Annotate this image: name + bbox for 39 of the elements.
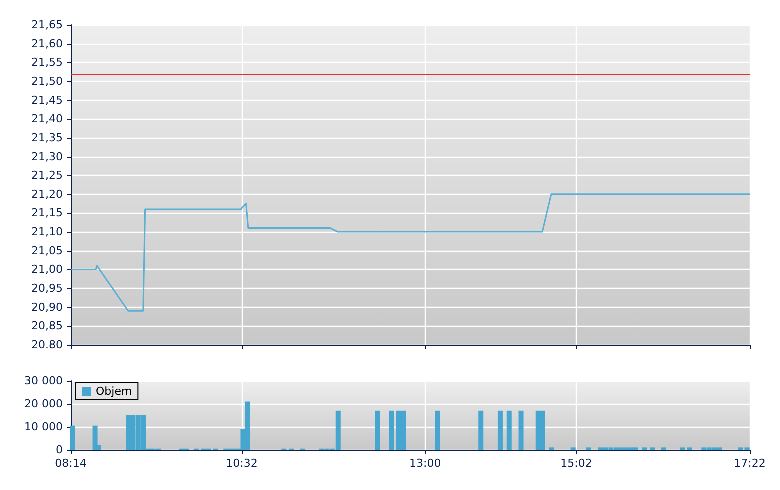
y-tick-label: 21,55 [32, 56, 63, 70]
y-tick-label: 21,20 [32, 188, 63, 201]
y-tick-label: 21,15 [32, 206, 63, 220]
y-tick-label: 21,40 [32, 112, 63, 126]
x-tick-label: 10:32 [226, 457, 258, 470]
bar [436, 410, 441, 450]
y-tick-label: 10 000 [24, 420, 63, 434]
y-tick-label: 21,45 [32, 94, 63, 107]
y-tick-label: 21,10 [32, 226, 63, 239]
y-tick-label: 20.80 [32, 338, 63, 352]
bar [540, 410, 546, 450]
y-tick-label: 20,85 [32, 320, 63, 333]
y-tick-label: 30 000 [24, 374, 63, 388]
bar [506, 410, 512, 450]
legend-label: Objem [96, 385, 132, 398]
y-tick-label: 21,60 [32, 37, 63, 50]
y-tick-label: 21,00 [32, 263, 63, 276]
y-tick-label: 21,50 [32, 74, 63, 88]
bar [92, 426, 98, 450]
bar [70, 426, 76, 450]
y-tick-label: 21,65 [32, 18, 63, 32]
y-tick-label: 21,30 [32, 150, 63, 164]
x-tick-label: 13:00 [410, 457, 442, 470]
y-tick-label: 21,35 [32, 131, 63, 144]
y-tick-label: 20,90 [32, 300, 63, 314]
y-tick-label: 0 [56, 444, 63, 456]
x-tick-label: 15:02 [560, 457, 592, 470]
y-tick-label: 21,25 [32, 169, 63, 182]
bar [518, 410, 524, 450]
y-tick-label: 21,05 [32, 244, 63, 258]
bar [126, 416, 132, 450]
y-tick-label: 20,95 [32, 282, 63, 296]
x-tick-label: 17:22 [734, 457, 766, 470]
y-tick-label: 20 000 [24, 398, 63, 410]
bar [478, 410, 484, 450]
bar [375, 410, 380, 450]
bar [498, 410, 503, 450]
line-series [70, 194, 751, 312]
x-tick-label: 08:14 [55, 457, 87, 470]
